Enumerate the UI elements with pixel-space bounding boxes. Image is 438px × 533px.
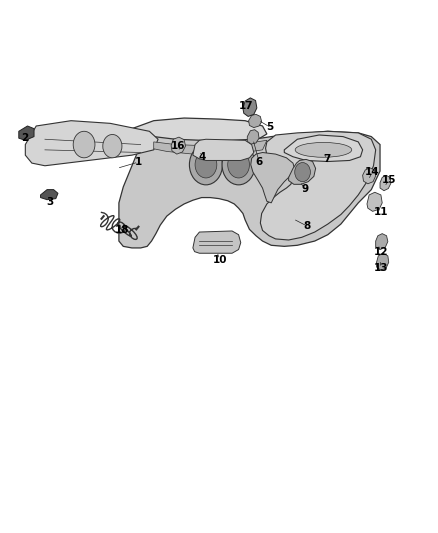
Text: 13: 13 [374,263,388,273]
Text: 12: 12 [374,247,388,257]
Text: 2: 2 [21,133,28,143]
Text: 11: 11 [374,207,388,217]
Circle shape [189,144,223,185]
Text: 6: 6 [255,157,263,166]
Polygon shape [193,231,241,253]
Polygon shape [289,159,316,184]
Polygon shape [284,135,363,161]
Polygon shape [367,192,382,212]
Polygon shape [154,140,267,154]
Polygon shape [19,126,34,140]
Polygon shape [377,253,389,270]
Polygon shape [251,152,295,203]
Text: 15: 15 [381,175,396,185]
Ellipse shape [295,142,352,157]
Text: 7: 7 [323,154,331,164]
Circle shape [228,151,250,178]
Polygon shape [260,131,376,240]
Polygon shape [243,98,257,116]
Circle shape [103,134,122,158]
Text: 16: 16 [171,141,186,151]
Text: 14: 14 [365,167,379,177]
Polygon shape [132,118,267,147]
Text: 3: 3 [46,197,54,207]
Polygon shape [247,130,259,144]
Polygon shape [25,120,158,166]
Polygon shape [380,175,391,191]
Circle shape [295,163,311,182]
Polygon shape [119,131,380,248]
Polygon shape [376,233,388,249]
Polygon shape [41,190,58,200]
Text: 8: 8 [304,221,311,231]
Polygon shape [171,137,185,154]
Polygon shape [363,168,376,184]
Circle shape [195,151,217,178]
Text: 17: 17 [239,101,254,111]
Text: 18: 18 [115,225,130,236]
Text: 1: 1 [135,157,142,167]
Text: 5: 5 [266,122,274,132]
Text: 9: 9 [302,183,309,193]
Circle shape [73,131,95,158]
Polygon shape [249,114,261,127]
Text: 4: 4 [199,152,206,161]
Text: 10: 10 [212,255,227,264]
Polygon shape [193,139,254,160]
Circle shape [222,144,255,185]
